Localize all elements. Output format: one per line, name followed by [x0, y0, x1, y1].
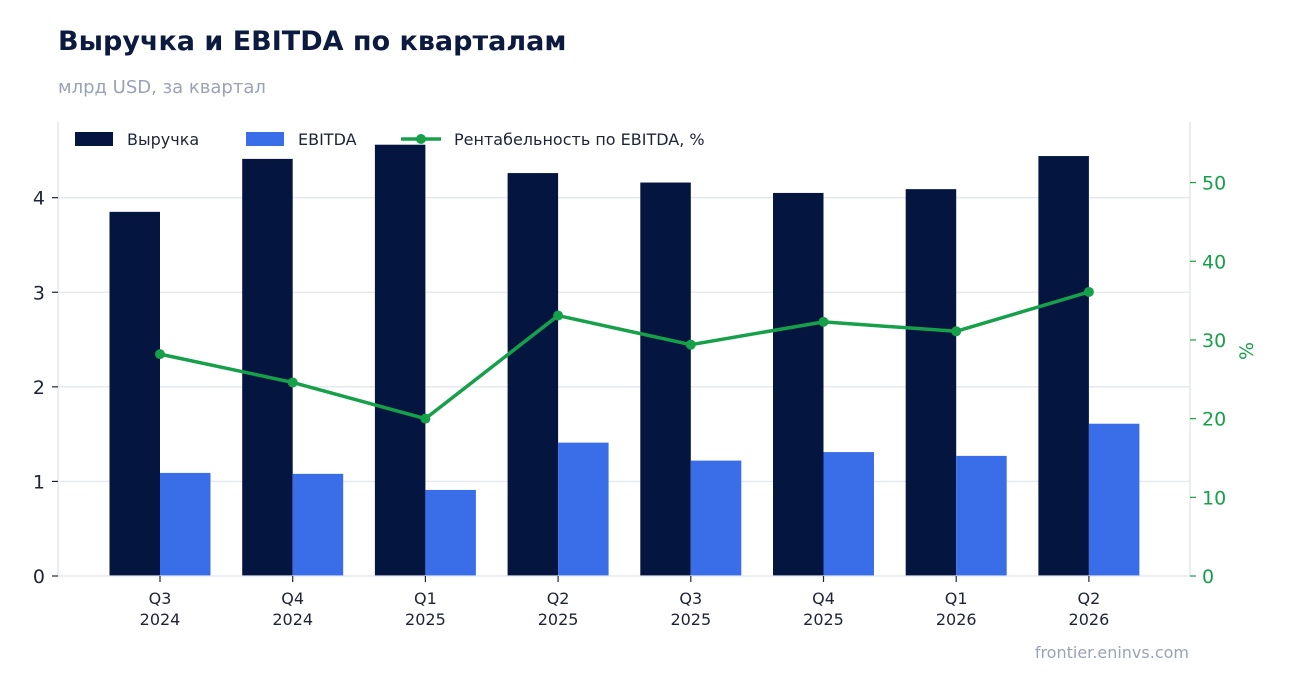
- legend-label-revenue: Выручка: [127, 130, 199, 149]
- revenue-bar: [242, 158, 293, 576]
- x-tick-label-year: 2025: [405, 610, 446, 629]
- margin-line-path: [159, 290, 1090, 421]
- grid-lines: [58, 197, 1190, 483]
- bars: [109, 144, 1140, 577]
- chart-subtitle: млрд USD, за квартал: [58, 77, 266, 98]
- left-tick-label: 3: [33, 282, 45, 304]
- revenue-bar: [109, 211, 160, 576]
- ebitda-bar: [425, 489, 476, 576]
- right-axis-label: %: [1236, 342, 1258, 360]
- margin-point: [685, 339, 696, 350]
- right-tick-label: 30: [1202, 330, 1226, 352]
- left-tick-label: 4: [33, 188, 45, 210]
- margin-point: [1083, 286, 1094, 297]
- revenue-bar: [1038, 156, 1089, 577]
- legend: Выручка EBITDA Рентабельность по EBITDA, %: [75, 130, 705, 149]
- revenue-bar: [905, 189, 957, 576]
- right-tick-label: 0: [1202, 566, 1214, 588]
- left-tick-label: 1: [33, 471, 45, 493]
- margin-point: [951, 326, 962, 337]
- chart-title: Выручка и EBITDA по кварталам: [58, 26, 567, 57]
- x-tick-label-year: 2025: [803, 610, 844, 629]
- ebitda-bar: [160, 472, 211, 576]
- axes: 0123401020304050%Q32024Q42024Q12025Q2202…: [33, 122, 1258, 629]
- x-tick-label-quarter: Q2: [1078, 589, 1101, 608]
- left-tick-label: 2: [33, 377, 45, 399]
- x-tick-label-quarter: Q3: [679, 589, 702, 608]
- right-tick-label: 10: [1202, 487, 1226, 509]
- margin-point: [818, 316, 829, 327]
- revenue-bar: [773, 192, 824, 576]
- revenue-bar: [640, 182, 691, 577]
- legend-label-ebitda: EBITDA: [298, 130, 357, 149]
- revenue-bar: [507, 173, 559, 576]
- x-tick-label-quarter: Q4: [812, 589, 835, 608]
- x-tick-label-year: 2024: [272, 610, 313, 629]
- left-tick-label: 0: [33, 566, 45, 588]
- right-tick-label: 40: [1202, 251, 1226, 273]
- x-tick-label-quarter: Q4: [281, 589, 304, 608]
- ebitda-bar: [823, 452, 874, 576]
- margin-line: [155, 286, 1094, 424]
- x-tick-label-quarter: Q1: [945, 589, 968, 608]
- ebitda-bar: [292, 473, 344, 576]
- ebitda-bar: [956, 455, 1007, 576]
- x-tick-label-year: 2026: [1069, 610, 1110, 629]
- legend-label-margin: Рентабельность по EBITDA, %: [454, 130, 705, 149]
- x-tick-label-year: 2024: [140, 610, 181, 629]
- margin-point: [553, 310, 564, 321]
- legend-swatch-revenue: [75, 132, 113, 146]
- source-credit: frontier.eninvs.com: [1034, 643, 1189, 662]
- legend-swatch-ebitda: [246, 132, 284, 146]
- margin-point: [420, 413, 431, 424]
- ebitda-bar: [558, 442, 609, 576]
- ebitda-bar: [690, 460, 742, 576]
- right-tick-label: 20: [1202, 409, 1226, 431]
- x-tick-label-quarter: Q1: [414, 589, 437, 608]
- margin-point: [155, 349, 165, 360]
- x-tick-label-year: 2026: [936, 610, 977, 629]
- x-tick-label-year: 2025: [538, 610, 579, 629]
- legend-swatch-margin-marker: [416, 134, 426, 144]
- revenue-bar: [374, 144, 426, 576]
- ebitda-bar: [1088, 423, 1140, 576]
- x-tick-label-quarter: Q2: [547, 589, 570, 608]
- margin-point: [287, 377, 298, 388]
- x-tick-label-quarter: Q3: [149, 589, 172, 608]
- x-tick-label-year: 2025: [670, 610, 711, 629]
- right-tick-label: 50: [1202, 173, 1226, 195]
